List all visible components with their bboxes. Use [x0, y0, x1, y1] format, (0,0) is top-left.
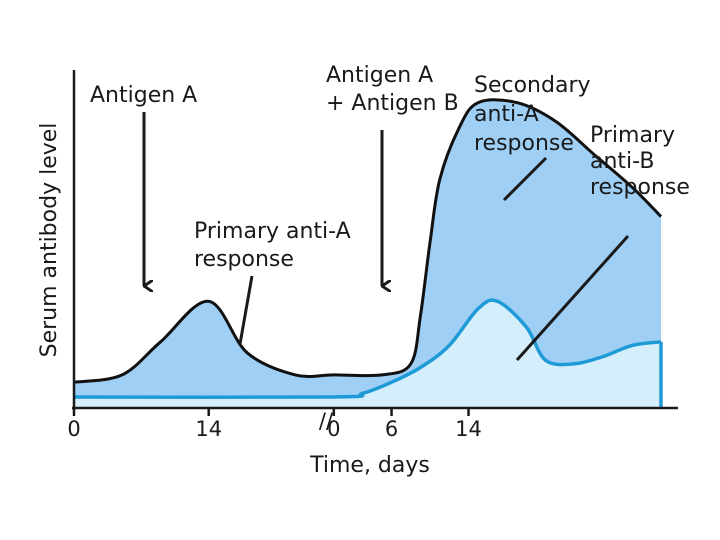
x-tick-label: 0 — [67, 417, 80, 441]
anti-a-curve — [73, 98, 663, 384]
pointer-secondary-anti-a — [502, 156, 548, 202]
annotation-secondary-anti-a: Secondary anti-A response — [474, 73, 598, 156]
axis-break: // — [319, 409, 334, 433]
x-tick-label: 0 — [327, 417, 340, 441]
x-axis-label: Time, days — [309, 453, 430, 478]
anti-b-area — [74, 300, 661, 408]
annotation-antigen-a: Antigen A — [90, 83, 197, 108]
annotation-primary-anti-a: Primary anti-A response — [194, 219, 358, 272]
annotation-antigen-ab: Antigen A + Antigen B — [326, 63, 459, 116]
x-tick-label: 14 — [455, 417, 482, 441]
pointer-primary-anti-a — [238, 275, 254, 345]
x-tick-label: 14 — [195, 417, 222, 441]
x-tick-label: 6 — [385, 417, 398, 441]
y-axis-label: Serum antibody level — [37, 123, 62, 358]
x-ticks: 0 14 0 6 14 — [67, 408, 482, 441]
anti-b-curve — [73, 298, 662, 400]
pointer-primary-anti-b — [515, 234, 630, 362]
annotation-primary-anti-b: Primary anti-B response — [590, 123, 690, 200]
